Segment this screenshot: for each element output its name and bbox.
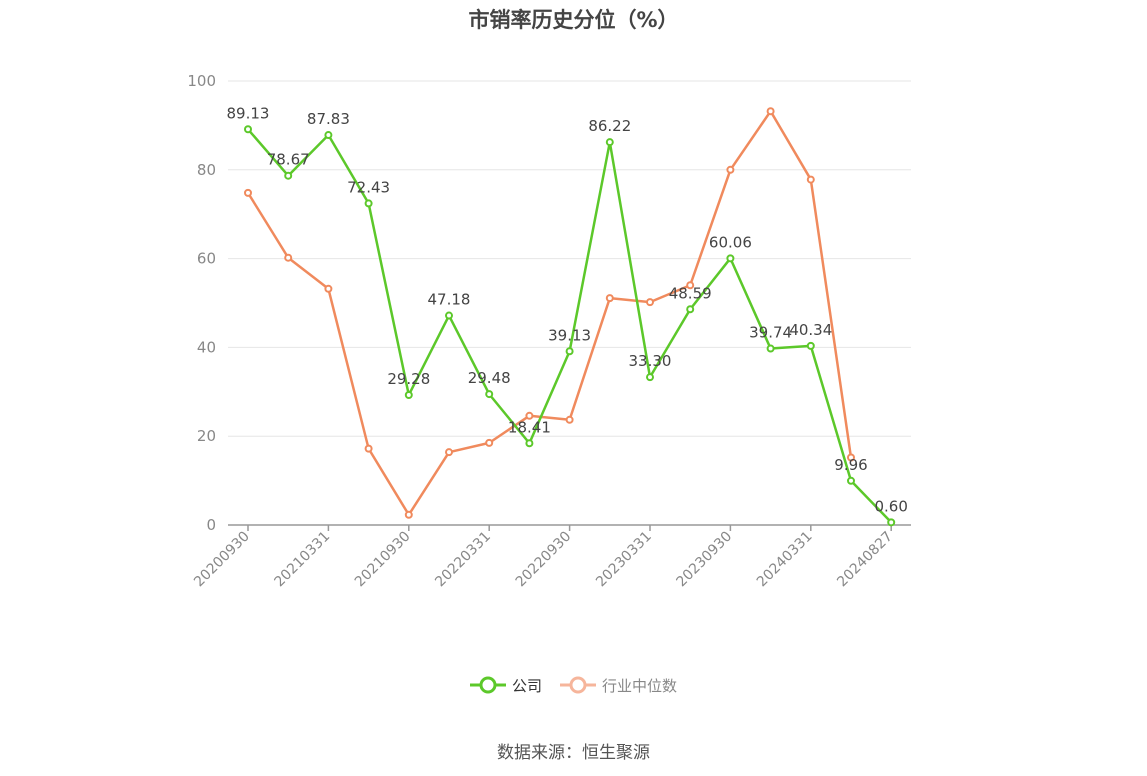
y-tick-label-40: 40 [197, 338, 216, 356]
point-industry-20210930 [404, 510, 413, 519]
x-tick-label-20210331: 20210331 [272, 529, 334, 591]
point-company-20211231 [445, 311, 453, 320]
x-tick-label-20240827: 20240827 [834, 529, 896, 591]
series-line-industry [246, 109, 853, 517]
x-tick-label-20230930: 20230930 [674, 529, 736, 591]
data-label-company-20220331: 29.48 [468, 369, 511, 387]
data-source-note: 数据来源：恒生聚源 [497, 743, 650, 763]
point-industry-20240630 [847, 453, 855, 462]
point-industry-20220630 [525, 411, 534, 420]
data-label-company-20210331: 87.83 [307, 110, 350, 128]
y-tick-label-80: 80 [197, 161, 216, 179]
x-tick-label-20210930: 20210930 [352, 529, 414, 591]
x-tick-label-20220930: 20220930 [513, 529, 575, 591]
legend-item-industry[interactable]: 行业中位数 [560, 673, 677, 697]
point-industry-20210630 [364, 444, 373, 453]
point-industry-20201231 [284, 253, 293, 262]
point-company-20240630 [847, 476, 855, 485]
data-label-company-20200930: 89.13 [227, 104, 270, 122]
point-industry-20231231 [766, 107, 775, 116]
y-tick-label-60: 60 [197, 250, 216, 268]
data-label-company-20240630: 9.96 [834, 456, 867, 474]
point-company-20210331 [324, 131, 333, 140]
point-industry-20220331 [485, 438, 494, 447]
legend-industry-label: 行业中位数 [602, 676, 678, 695]
point-company-20230331 [646, 373, 654, 382]
point-industry-20230630 [686, 281, 695, 290]
y-tick-label-20: 20 [197, 427, 216, 445]
data-label-company-20230630: 48.59 [669, 284, 712, 302]
point-company-20220630 [525, 439, 534, 448]
point-company-20240827 [887, 518, 896, 527]
data-label-company-20220630: 18.41 [508, 418, 551, 436]
data-label-company-20210930: 29.28 [387, 370, 430, 388]
data-label-company-20230930: 60.06 [709, 233, 752, 251]
legend-industry-symbol-icon [560, 676, 596, 694]
point-company-20240331 [806, 341, 815, 350]
point-industry-20220930 [565, 415, 574, 424]
data-label-company-20201231: 78.67 [267, 151, 310, 169]
y-tick-label-0: 0 [206, 516, 216, 534]
y-tick-label-100: 100 [187, 72, 216, 90]
point-company-20231231 [766, 344, 775, 353]
legend-company-symbol-icon [470, 676, 506, 694]
x-tick-label-20220331: 20220331 [432, 529, 494, 591]
point-company-20200930 [244, 125, 252, 134]
point-company-20220930 [565, 347, 574, 356]
point-industry-20210331 [324, 284, 333, 293]
data-label-company-20221231: 86.22 [588, 117, 631, 135]
data-label-company-20231231: 39.74 [749, 324, 792, 342]
data-label-company-20220930: 39.13 [548, 326, 591, 344]
x-tick-label-20200930: 20200930 [191, 529, 253, 591]
legend-item-company[interactable]: 公司 [470, 673, 542, 697]
point-industry-20230331 [646, 298, 654, 307]
point-company-20230630 [686, 305, 695, 314]
point-company-20221231 [605, 138, 614, 147]
chart-title: 市销率历史分位（%） [468, 8, 679, 32]
point-company-20230930 [726, 254, 735, 263]
point-company-20201231 [284, 171, 293, 180]
data-label-company-20230331: 33.30 [629, 352, 672, 370]
legend-company-label: 公司 [512, 676, 543, 695]
x-tick-label-20240331: 20240331 [754, 529, 816, 591]
data-label-company-20210630: 72.43 [347, 178, 390, 196]
point-company-20220331 [485, 390, 494, 399]
point-industry-20221231 [605, 294, 614, 303]
point-industry-20230930 [726, 165, 735, 174]
point-industry-20200930 [244, 188, 252, 197]
point-industry-20240331 [806, 175, 815, 184]
x-tick-label-20230331: 20230331 [593, 529, 655, 591]
point-industry-20211231 [445, 448, 453, 457]
point-company-20210930 [404, 390, 413, 399]
data-label-company-20211231: 47.18 [428, 291, 471, 309]
point-company-20210630 [364, 199, 373, 208]
data-label-company-20240827: 0.60 [874, 497, 907, 515]
data-label-company-20240331: 40.34 [789, 321, 832, 339]
